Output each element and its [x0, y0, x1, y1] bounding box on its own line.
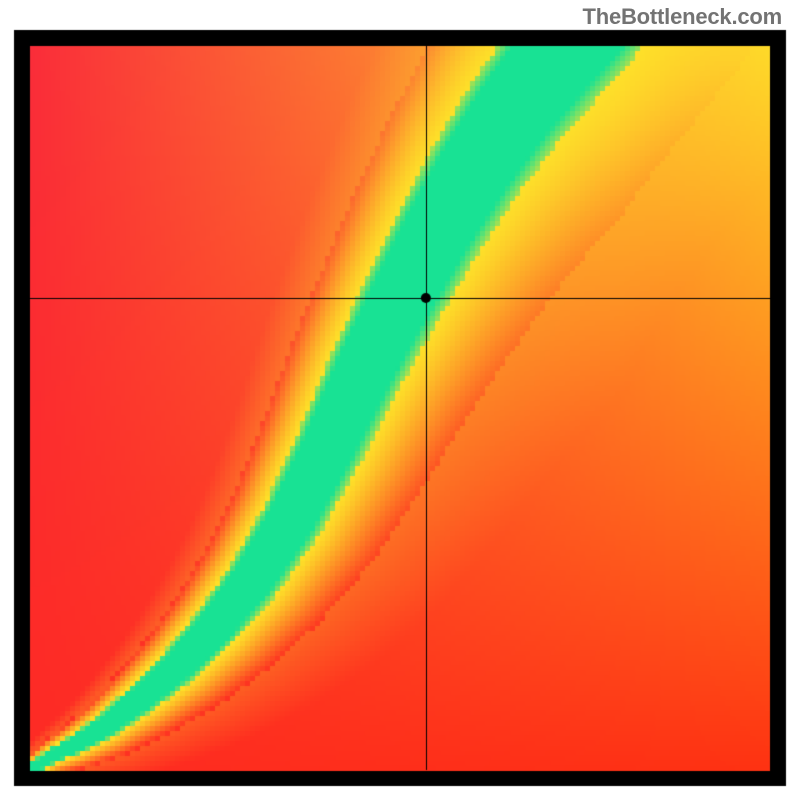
- watermark-label: TheBottleneck.com: [582, 4, 782, 30]
- chart-container: TheBottleneck.com: [0, 0, 800, 800]
- heatmap-canvas: [0, 0, 800, 800]
